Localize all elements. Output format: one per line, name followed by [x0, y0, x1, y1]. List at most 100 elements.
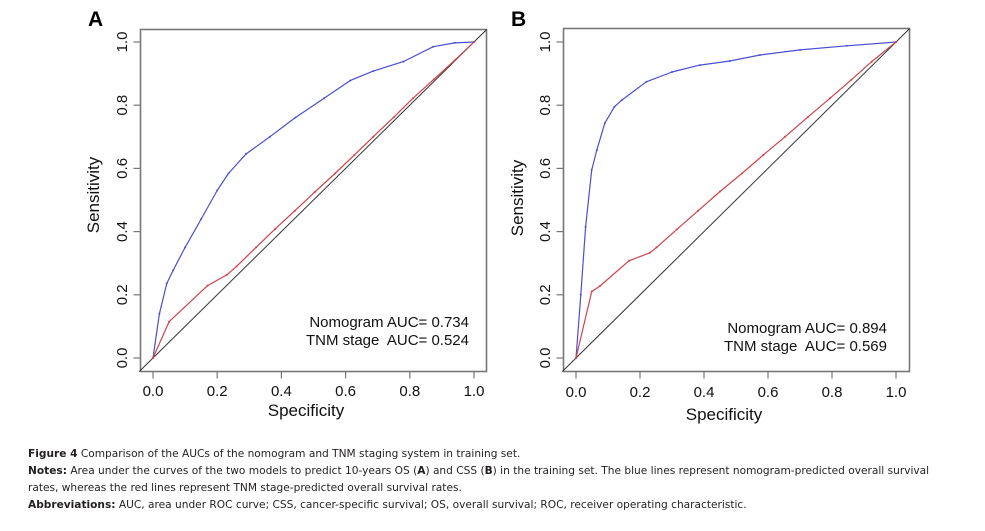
panel-a-y-axis-title: Sensitivity — [84, 156, 103, 233]
panel-a-nomogram-point — [245, 152, 248, 155]
panel-b-tnm-stage-point — [599, 285, 601, 287]
panel-a-x-axis: 0.0 0.2 0.4 0.6 0.8 1.0 — [143, 371, 485, 400]
panel-a-tnm-stage-point — [274, 228, 276, 231]
panel-a-nomogram-point — [184, 246, 187, 249]
panel-b-x-tick-label: 0.2 — [630, 384, 651, 401]
caption-abbrev-text: AUC, area under ROC curve; CSS, cancer-s… — [118, 499, 747, 511]
panel-b-nomogram-point — [620, 99, 623, 102]
panel-a-nomogram-point — [349, 79, 352, 82]
panel-b: B 0.0 0.2 0.4 0.6 0.8 1.0 0.00.20.40.60.81.0 … — [508, 8, 911, 424]
panel-b-nomogram-point — [584, 225, 587, 228]
panel-a-tnm-stage-point — [235, 265, 238, 268]
panel-a-x-axis-title: Specificity — [268, 401, 345, 420]
panel-a-nomogram-point — [216, 189, 219, 192]
caption-abbreviations-line: Abbreviations: AUC, area under ROC curve… — [28, 497, 973, 514]
caption-abbrev-label: Abbreviations: — [28, 499, 116, 511]
panel-a-tnm-stage-point — [313, 191, 316, 194]
panel-a-tnm-stage-point — [392, 116, 395, 119]
panel-b-x-tick-label: 0.0 — [566, 384, 587, 401]
panel-a-nomogram-point — [227, 172, 230, 175]
panel-b-x-axis-title: Specificity — [686, 405, 763, 424]
panel-b-tnm-stage-point — [655, 246, 658, 249]
panel-b-nomogram-point — [613, 105, 616, 108]
panel-a-nomogram-point — [172, 269, 175, 272]
panel-a-x-tick-label: 0.6 — [335, 383, 356, 400]
panel-b-tnm-stage-point — [806, 116, 809, 119]
panel-a-tnm-stage-point — [168, 320, 171, 323]
panel-a: A 0.0 0.2 0.4 0.6 0.8 1.0 0.00.20.40.60.81.0 … — [84, 8, 488, 420]
panel-b-y-tick-label: 0.4 — [537, 221, 554, 242]
panel-a-tnm-auc: TNM stage AUC= 0.524 — [306, 332, 469, 349]
panel-a-nomogram-auc: Nomogram AUC= 0.734 — [309, 314, 469, 331]
panel-b-tnm-stage-point — [740, 172, 743, 175]
panel-a-tnm-stage-point — [372, 135, 375, 138]
caption-notes-part3: ) in the training set. The blue lines re… — [492, 465, 930, 477]
panel-a-tnm-stage-point — [206, 284, 209, 287]
panel-a-tnm-stage-point — [293, 209, 296, 212]
panel-b-tnm-stage-point — [895, 41, 897, 43]
panel-a-nomogram-point — [453, 41, 456, 44]
caption-figure-label: Figure 4 — [28, 448, 78, 460]
panel-b-label: B — [511, 8, 526, 31]
panel-b-y-tick-label: 0.8 — [537, 95, 554, 116]
panel-a-x-tick-label: 0.8 — [399, 383, 420, 400]
panel-b-nomogram-auc: Nomogram AUC= 0.894 — [727, 320, 887, 337]
panel-a-nomogram-point — [200, 218, 203, 220]
panel-b-tnm-stage-point — [850, 78, 853, 81]
caption-notes-line: Notes: Area under the curves of the two … — [28, 463, 973, 480]
panel-a-nomogram-point — [323, 97, 326, 100]
panel-a-plot-frame — [139, 28, 488, 373]
roc-figure: A 0.0 0.2 0.4 0.6 0.8 1.0 0.00.20.40.60.81.0 … — [84, 8, 911, 424]
panel-b-x-axis: 0.0 0.2 0.4 0.6 0.8 1.0 — [566, 371, 907, 401]
panel-b-nomogram-point — [698, 64, 701, 67]
panel-b-reference-line — [561, 28, 911, 372]
panel-a-y-tick-label: 1.0 — [114, 32, 131, 53]
panel-a-nomogram-point — [158, 312, 161, 315]
panel-a-y-tick-label: 0.6 — [114, 158, 131, 179]
panel-b-y-tick-label: 1.0 — [537, 32, 554, 53]
panel-b-tnm-stage-point — [762, 154, 765, 157]
panel-b-tnm-stage-point — [648, 251, 651, 254]
panel-b-tnm-stage-point — [784, 135, 786, 138]
panel-b-nomogram-point — [579, 293, 582, 296]
panel-a-label: A — [88, 8, 103, 31]
panel-a-y-tick-label: 0.0 — [114, 348, 131, 369]
caption-notes-label: Notes: — [28, 465, 67, 477]
caption-title-line: Figure 4 Comparison of the AUCs of the n… — [28, 446, 973, 463]
caption-notes-line-2: rates, whereas the red lines represent T… — [28, 482, 462, 494]
panel-a-tnm-stage-point — [453, 59, 456, 62]
panel-a-tnm-stage-point — [473, 41, 475, 43]
panel-a-y-tick-label: 0.2 — [114, 284, 131, 305]
panel-b-tnm-stage-point — [675, 228, 678, 231]
panel-a-nomogram-point — [372, 70, 375, 73]
panel-a-nomogram-point — [165, 282, 168, 285]
panel-a-x-tick-label: 1.0 — [464, 383, 485, 400]
panel-b-nomogram-point — [799, 48, 801, 51]
panel-b-nomogram-line — [575, 41, 897, 359]
panel-a-tnm-stage-point — [225, 273, 228, 276]
panel-a-series — [138, 29, 488, 372]
caption-notes-part1: Area under the curves of the two models … — [70, 465, 418, 477]
panel-a-nomogram-line — [152, 41, 475, 359]
panel-b-nomogram-point — [590, 169, 593, 171]
caption-title: Comparison of the AUCs of the nomogram a… — [80, 448, 521, 460]
panel-b-tnm-stage-point — [829, 97, 832, 100]
panel-a-tnm-stage-point — [255, 246, 257, 249]
panel-a-tnm-stage-point — [412, 97, 414, 100]
figure-caption: Figure 4 Comparison of the AUCs of the n… — [28, 446, 973, 514]
panel-a-x-tick-label: 0.4 — [271, 383, 292, 400]
panel-b-nomogram-point — [728, 60, 731, 62]
caption-notes-ref-a: A — [417, 465, 426, 477]
panel-a-nomogram-point — [402, 60, 405, 63]
panel-b-x-tick-label: 0.8 — [822, 384, 843, 401]
panel-b-tnm-stage-point — [697, 209, 700, 212]
panel-a-tnm-stage-point — [152, 357, 154, 359]
caption-notes-ref-b: B — [484, 465, 493, 477]
panel-b-y-axis-title: Sensitivity — [508, 159, 527, 236]
panel-b-x-tick-label: 1.0 — [886, 384, 907, 401]
panel-b-plot-frame — [562, 27, 911, 373]
panel-a-y-tick-label: 0.8 — [114, 95, 131, 116]
panel-b-tnm-stage-point — [719, 190, 721, 193]
panel-b-nomogram-point — [595, 149, 598, 152]
panel-b-nomogram-point — [759, 54, 761, 56]
